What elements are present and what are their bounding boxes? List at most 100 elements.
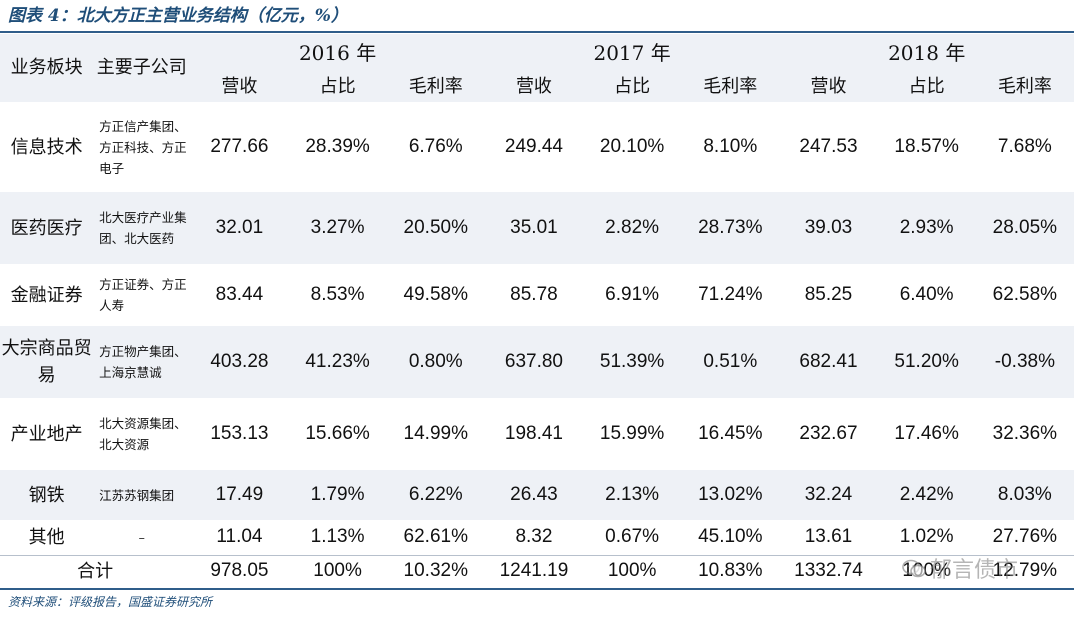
value-cell: 27.76% [992,526,1058,548]
value-cell: 7.68% [997,136,1052,157]
value-cell: 2.82% [583,192,682,264]
value-cell: 6.40% [899,284,954,305]
segment-cell: 医药医疗 [0,192,94,264]
value-cell: 51.39% [583,326,682,398]
segment-cell: 金融证券 [10,284,83,306]
value-cell: 17.46% [894,423,959,444]
header-metric: 毛利率 [386,68,485,102]
figure-title: 图表 4：北大方正主营业务结构（亿元，%） [8,6,348,26]
subsidiary-cell: – [138,529,145,545]
value-cell: 45.10% [698,526,763,548]
value-cell: 249.44 [504,136,563,157]
value-cell: 20.50% [386,192,485,264]
value-cell: 3.27% [288,192,387,264]
value-cell: 18.57% [894,136,959,157]
value-cell: 8.32 [515,526,553,548]
value-cell: 8.10% [703,136,758,157]
value-cell: 71.24% [698,284,763,305]
value-cell: 85.25 [804,284,853,305]
watermark-text: 郁言债市 [930,558,1019,583]
subsidiary-cell: 方正证券、方正人寿 [99,277,187,313]
value-cell: 247.53 [799,136,858,157]
header-metric: 营收 [779,68,878,102]
header-metric: 占比 [877,68,976,102]
table-row: 大宗商品贸易 方正物产集团、上海京慧诚 403.28 41.23% 0.80% … [0,326,1074,398]
table-row: 其他 – 11.04 1.13% 62.61% 8.32 0.67% 45.10… [0,520,1074,555]
table-row: 产业地产 北大资源集团、北大资源 153.13 15.66% 14.99% 19… [0,398,1074,470]
value-cell: 51.20% [877,326,976,398]
value-cell: 12.79% [975,554,1074,587]
value-cell: 28.39% [305,136,370,157]
header-segment: 业务板块 [0,34,94,102]
header-subsidiary: 主要子公司 [93,34,191,102]
value-cell: 232.67 [799,423,858,444]
header-metric: 毛利率 [975,68,1074,102]
value-cell: 0.51% [681,326,780,398]
value-cell: 100% [583,554,682,587]
value-cell: 11.04 [216,526,263,548]
value-cell: 1.79% [288,470,387,520]
value-cell: 13.02% [681,470,780,520]
value-cell: 15.66% [305,423,370,444]
value-cell: 62.61% [403,526,468,548]
value-cell: 1332.74 [779,554,878,587]
value-cell: 49.58% [403,284,468,305]
value-cell: 2.93% [877,192,976,264]
value-cell: 0.80% [386,326,485,398]
value-cell: 978.05 [190,554,289,587]
segment-cell: 产业地产 [10,423,83,445]
value-cell: 0.67% [605,526,660,548]
value-cell: 198.41 [504,423,563,444]
subsidiary-cell: 江苏苏钢集团 [93,470,191,520]
subsidiary-cell: 方正信产集团、方正科技、方正电子 [99,118,187,176]
value-cell: 32.01 [190,192,289,264]
header-row-metrics: 营收 占比 毛利率 营收 占比 毛利率 营收 占比 毛利率 [0,68,1074,102]
value-cell: 1.02% [899,526,954,548]
total-label: 合计 [0,554,191,587]
value-cell: 8.53% [310,284,365,305]
value-cell: 8.03% [975,470,1074,520]
segment-cell: 其他 [28,526,65,548]
segment-cell: 信息技术 [10,136,83,158]
title-divider [0,31,1074,33]
total-row: 合计 978.05 100% 10.32% 1241.19 100% 10.83… [0,554,1074,587]
footer-divider [0,588,1074,590]
value-cell: 403.28 [190,326,289,398]
value-cell: 39.03 [779,192,878,264]
value-cell: 32.36% [992,423,1058,444]
header-row-years: 业务板块 主要子公司 2016 年 2017 年 2018 年 [0,34,1074,102]
value-cell: 10.83% [681,554,780,587]
table-row: 医药医疗 北大医疗产业集团、北大医药 32.01 3.27% 20.50% 35… [0,192,1074,264]
table-row: 钢铁 江苏苏钢集团 17.49 1.79% 6.22% 26.43 2.13% … [0,470,1074,520]
value-cell: 28.73% [681,192,780,264]
value-cell: 20.10% [599,136,665,157]
value-cell: 6.76% [408,136,463,157]
value-cell: 26.43 [484,470,584,520]
subsidiary-cell: 北大资源集团、北大资源 [99,416,187,452]
value-cell: 16.45% [698,423,763,444]
header-metric: 营收 [190,68,289,102]
header-metric: 占比 [288,68,387,102]
table-row: 信息技术 方正信产集团、方正科技、方正电子 277.66 28.39% 6.76… [0,102,1074,192]
header-metric: 占比 [583,68,682,102]
value-cell: 32.24 [779,470,878,520]
value-cell: 6.91% [605,284,660,305]
value-cell: 62.58% [992,284,1058,305]
wechat-icon [902,559,926,578]
header-year-2017: 2017 年 [484,34,780,68]
value-cell: 277.66 [210,136,269,157]
value-cell: 2.42% [877,470,976,520]
value-cell: 100% [288,554,387,587]
value-cell: -0.38% [975,326,1074,398]
value-cell: 6.22% [386,470,485,520]
value-cell: 41.23% [288,326,387,398]
value-cell: 13.61 [804,526,853,548]
business-structure-table: 业务板块 主要子公司 2016 年 2017 年 2018 年 营收 占比 毛利… [0,34,1074,587]
value-cell: 35.01 [484,192,584,264]
segment-cell: 大宗商品贸易 [0,326,94,398]
value-cell: 1.13% [310,526,365,548]
value-cell: 28.05% [975,192,1074,264]
value-cell: 83.44 [215,284,264,305]
header-year-2016: 2016 年 [190,34,485,68]
value-cell: 15.99% [599,423,665,444]
